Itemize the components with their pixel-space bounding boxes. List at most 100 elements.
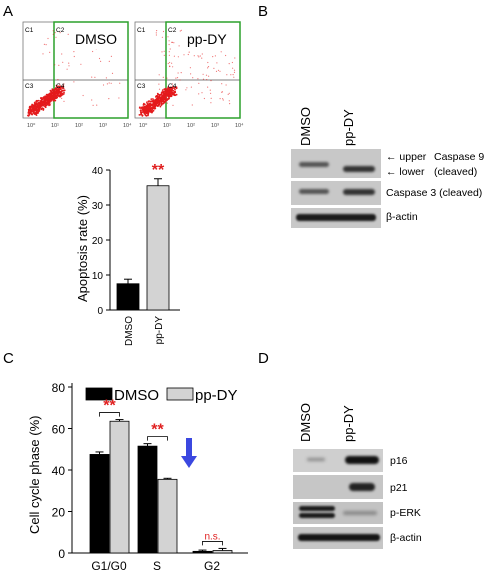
flow-dot [158, 102, 161, 104]
flow-dot [145, 112, 148, 115]
flow-dot [35, 108, 38, 110]
flow-dot [164, 99, 167, 102]
flow-dot [61, 90, 63, 93]
flow-dot [210, 97, 212, 99]
x-tick-label: pp-DY [154, 316, 165, 345]
flow-dot [155, 32, 157, 34]
flow-dot [61, 53, 63, 55]
flow-dot [52, 30, 54, 32]
flow-dot [177, 72, 179, 74]
flow-dot [169, 61, 171, 64]
flow-dot [155, 34, 157, 36]
quadrant-label: C4 [168, 83, 177, 90]
panel-label-a: A [3, 3, 14, 20]
flow-dot [164, 90, 167, 93]
flow-dot [197, 78, 199, 80]
flow-tick-label: 10³ [99, 123, 107, 129]
flow-dot [58, 64, 60, 66]
flow-dot [42, 107, 45, 110]
flow-dot [92, 104, 94, 106]
flow-dot [54, 89, 57, 91]
flow-dot [118, 97, 120, 99]
flow-dot [162, 30, 165, 33]
flow-dot [82, 94, 84, 97]
flow-dot [29, 109, 32, 112]
flow-dot [67, 33, 69, 36]
quadrant-label: C4 [56, 83, 65, 90]
flow-dot [54, 96, 57, 98]
blot-d-lane-ppdy: pp-DY [341, 405, 356, 442]
flow-dot [49, 94, 52, 97]
label-perk: p-ERK [390, 507, 421, 519]
flow-dot [42, 97, 45, 100]
flow-dot [61, 97, 63, 99]
flow-dot [44, 105, 47, 107]
bar [137, 445, 158, 554]
flow-dot [56, 92, 59, 95]
legend-label: pp-DY [195, 387, 238, 404]
flow-dot [168, 40, 170, 42]
flow-dot [207, 61, 209, 64]
bar [192, 550, 213, 554]
flow-dot [177, 56, 179, 58]
legend-label: DMSO [114, 387, 159, 404]
blot-b-actin-strip [291, 208, 381, 228]
flow-dot [198, 56, 200, 58]
blot-band [298, 534, 380, 541]
flow-dot [169, 48, 171, 50]
flow-dot [62, 85, 65, 88]
flow-dot [202, 73, 204, 75]
flow-dot [145, 108, 148, 110]
flow-dot [108, 60, 110, 63]
blot-band [296, 214, 376, 221]
flow-dot [207, 86, 209, 88]
flow-dot [151, 100, 154, 102]
flow-dot [63, 83, 65, 85]
flow-dot [43, 102, 46, 105]
flow-dot [138, 114, 141, 116]
flow-dot [212, 56, 214, 58]
flow-dot [205, 74, 208, 76]
flow-dot [169, 65, 171, 67]
blot-band [343, 511, 377, 515]
flow-dot [73, 81, 75, 83]
flow-dot [179, 79, 181, 81]
flow-dot [160, 101, 162, 103]
flow-dot [147, 112, 149, 115]
flow-dot [31, 113, 33, 115]
flow-dot [176, 77, 179, 79]
flow-dot [53, 97, 56, 99]
flow-dot [110, 55, 112, 58]
flow-dot [152, 107, 155, 110]
flow-dot [68, 62, 70, 64]
flow-dot [233, 76, 235, 78]
blot-b-lane-dmso: DMSO [298, 107, 313, 146]
flow-dot [228, 92, 230, 94]
flow-dot [172, 104, 174, 106]
flow-dot [146, 105, 148, 108]
flow-dot [111, 72, 114, 74]
significance-mark: ** [151, 422, 164, 439]
flow-dot [163, 50, 165, 52]
label-caspase9-cleaved: (cleaved) [434, 166, 478, 178]
flow-dot [106, 83, 108, 85]
flow-dot [167, 91, 170, 93]
flow-dot [155, 101, 158, 104]
flow-dot [50, 102, 52, 104]
flow-dot [33, 102, 36, 104]
bar [109, 420, 130, 554]
flow-dot [169, 91, 172, 94]
flow-tick-label: 10² [187, 123, 195, 129]
flow-dot [51, 92, 53, 95]
flow-dot [149, 109, 152, 111]
flow-dot [39, 99, 41, 102]
flow-dot [157, 93, 160, 96]
flow-dot [171, 86, 174, 89]
apoptosis-chart: 0 10 20 30 40 DMSO pp-DY ** [92, 162, 180, 346]
x-tick-label: G1/G0 [91, 559, 127, 573]
y-tick-label: 40 [92, 166, 104, 177]
flow-dot [46, 102, 49, 105]
flow-dot [221, 91, 223, 93]
flow-tick-label: 10⁰ [27, 122, 36, 129]
flow-dot [45, 44, 47, 46]
